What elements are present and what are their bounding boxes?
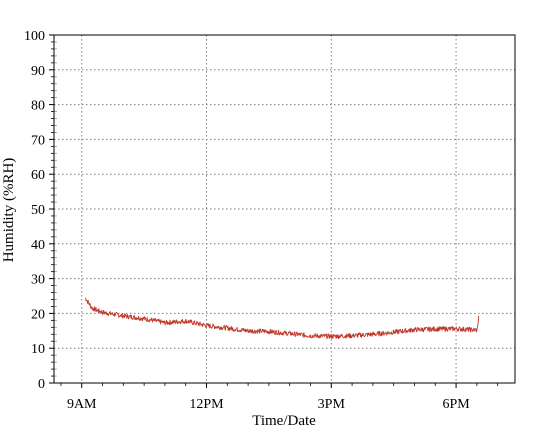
y-tick-label: 50 (31, 203, 45, 218)
y-axis-title: Humidity (%RH) (1, 158, 17, 263)
x-tick-labels: 9AM 12PM 3PM 6PM (67, 397, 470, 412)
x-axis-title: Time/Date (252, 413, 316, 429)
y-tick-label: 90 (31, 64, 45, 79)
humidity-series-line (84, 297, 480, 340)
y-tick-labels: 0 10 20 30 40 50 60 70 80 90 100 (24, 29, 45, 392)
y-tick-label: 20 (31, 307, 45, 322)
x-tick-label: 9AM (67, 397, 97, 412)
y-tick-label: 40 (31, 238, 45, 253)
y-tick-label: 30 (31, 273, 45, 288)
y-tick-label: 100 (24, 29, 45, 44)
y-tick-label: 60 (31, 168, 45, 183)
plot-area-frame (53, 34, 516, 384)
y-tick-label: 0 (38, 377, 45, 392)
y-tick-label: 70 (31, 133, 45, 148)
x-tick-label: 6PM (442, 397, 470, 412)
y-tick-label: 10 (31, 342, 45, 357)
x-tick-label: 12PM (189, 397, 224, 412)
grid-lines (54, 35, 515, 383)
data-series (84, 297, 480, 340)
y-tick-label: 80 (31, 99, 45, 114)
x-tick-label: 3PM (318, 397, 346, 412)
